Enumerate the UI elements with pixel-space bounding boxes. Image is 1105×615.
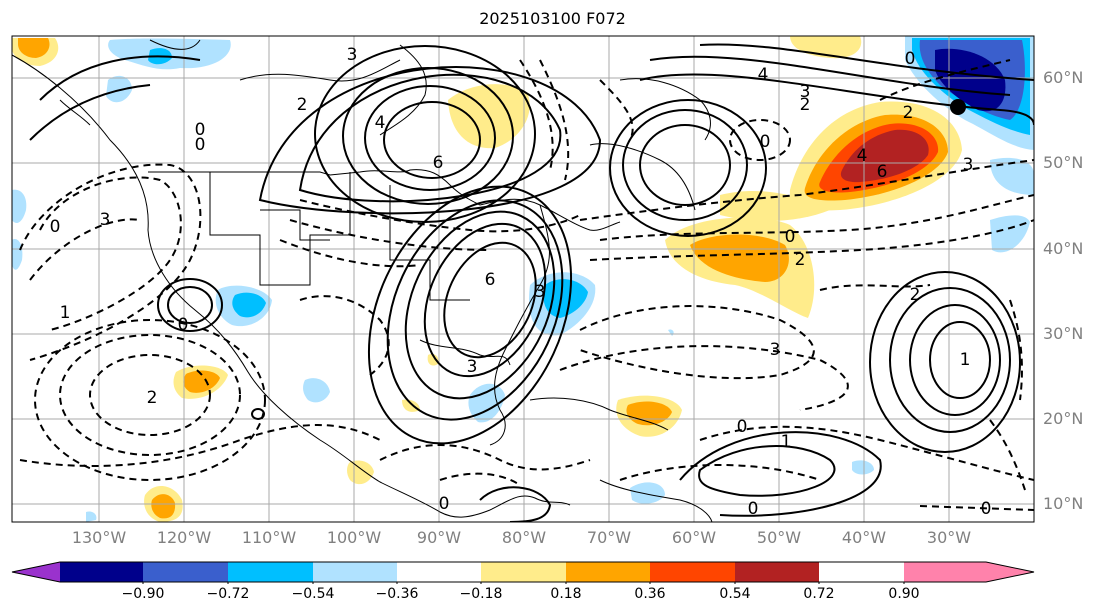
colorbar-tick-label: 0.72: [803, 586, 835, 602]
lat-label: 40°N: [1043, 239, 1084, 258]
colorbar: [11, 561, 1035, 584]
contour-label: 1: [960, 350, 971, 370]
colorbar-segment: [904, 562, 986, 582]
colorbar-segment: [228, 562, 313, 582]
lat-label: 20°N: [1043, 409, 1084, 428]
contour-label: 1: [60, 303, 71, 323]
lon-label: 100°W: [326, 528, 382, 547]
contour-label: 6: [433, 153, 444, 173]
colorbar-segment: [60, 562, 143, 582]
lon-label: 130°W: [71, 528, 127, 547]
lat-label: 50°N: [1043, 153, 1084, 172]
contour-label: 2: [147, 388, 158, 408]
contour-label: 0: [50, 217, 61, 237]
lon-label: 70°W: [586, 528, 632, 547]
contour-label: 0: [439, 494, 450, 514]
contour-label: 3: [535, 282, 546, 302]
contour-label: 3: [467, 357, 478, 377]
lat-label: 10°N: [1043, 494, 1084, 513]
contour-label: 4: [375, 113, 386, 133]
lon-label: 30°W: [926, 528, 972, 547]
lon-label: 110°W: [241, 528, 297, 547]
colorbar-segment: [397, 562, 481, 582]
map-panel: 3 2 4 6 0 3 0 4 3 2 0 2 4 6 3 0 0 2 2 6 …: [11, 35, 1035, 523]
contour-label: 0: [195, 135, 206, 155]
contour-label: 3: [963, 155, 974, 175]
colorbar-segment: [566, 562, 650, 582]
colorbar-tick-label: −0.36: [375, 586, 419, 602]
contour-label: 3: [100, 210, 111, 230]
colorbar-tick-label: 0.18: [550, 586, 582, 602]
contour-label: 2: [297, 95, 308, 115]
colorbar-segment: [12, 562, 60, 582]
contour-label: 0: [760, 132, 771, 152]
lon-label: 90°W: [416, 528, 462, 547]
contour-label: 6: [877, 162, 888, 182]
contour-label: 4: [857, 146, 868, 166]
contour-label: 3: [800, 82, 811, 102]
colorbar-segment: [650, 562, 735, 582]
contour-label: 0: [195, 120, 206, 140]
contour-label: 0: [737, 417, 748, 437]
colorbar-tick-label: −0.72: [206, 586, 250, 602]
contours-positive: [29, 43, 1034, 522]
contour-label: 3: [770, 340, 781, 360]
colorbar-segment: [735, 562, 819, 582]
colorbar-segment: [143, 562, 228, 582]
lat-label: 30°N: [1043, 324, 1084, 343]
contour-label: 0: [178, 315, 189, 335]
contours-negative: [19, 59, 1034, 511]
contour-label: 2: [903, 103, 914, 123]
contour-label: 0: [785, 227, 796, 247]
colorbar-tick-label: 0.90: [888, 586, 920, 602]
lon-label: 50°W: [756, 528, 802, 547]
lon-label: 60°W: [671, 528, 717, 547]
colorbar-tick-label: −0.18: [459, 586, 503, 602]
contour-label: 2: [795, 250, 806, 270]
colorbar-segment: [481, 562, 566, 582]
contour-label: 2: [800, 95, 811, 115]
lon-label: 40°W: [841, 528, 887, 547]
contour-label: 6: [485, 270, 496, 290]
contour-label: 3: [347, 45, 358, 65]
contour-label: 4: [758, 65, 769, 85]
colorbar-tick-label: −0.54: [291, 586, 335, 602]
colorbar-segment: [986, 562, 1034, 582]
lon-label: 80°W: [501, 528, 547, 547]
colorbar-outline: [11, 561, 1035, 583]
lat-label: 60°N: [1043, 68, 1084, 87]
contour-label: 1: [781, 432, 792, 452]
map-title: 2025103100 F072: [479, 9, 626, 28]
colorbar-tick-label: 0.54: [719, 586, 751, 602]
colorbar-segment: [313, 562, 397, 582]
colorbar-tick-label: 0.36: [634, 586, 666, 602]
contour-label: 0: [905, 49, 916, 69]
contour-label: 0: [748, 499, 759, 519]
lon-label: 120°W: [156, 528, 212, 547]
colorbar-tick-label: −0.90: [121, 586, 165, 602]
contour-label: 0: [981, 499, 992, 519]
graticule: [12, 36, 1034, 522]
low-center-marker: [950, 99, 966, 115]
contour-label: 2: [910, 285, 921, 305]
